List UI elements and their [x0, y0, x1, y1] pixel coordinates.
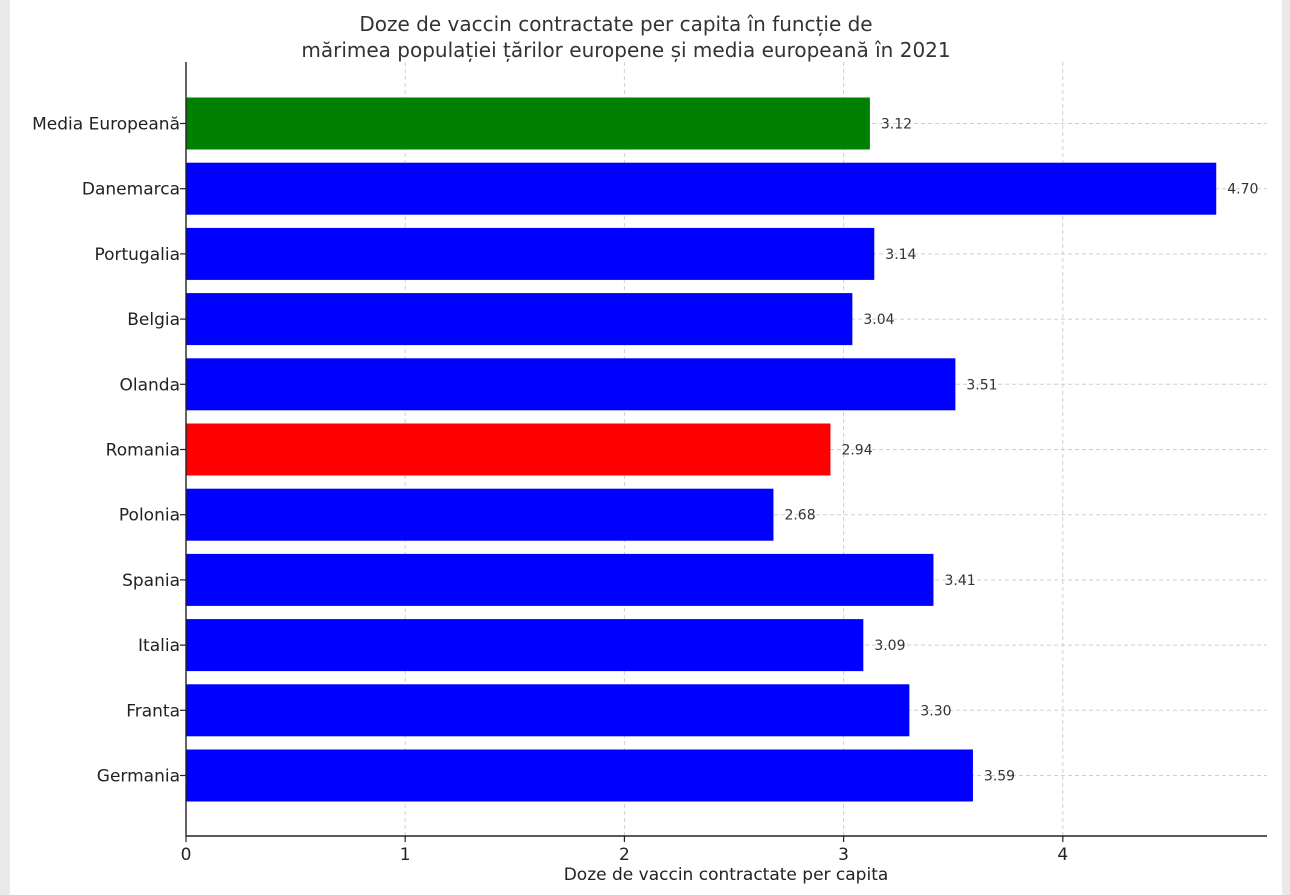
bar	[186, 293, 853, 346]
value-label: 3.41	[944, 573, 975, 589]
bar	[186, 488, 774, 541]
bar	[186, 227, 875, 280]
bars	[186, 97, 1217, 802]
x-tick-label: 2	[619, 845, 630, 865]
chart-title-line-2: mărimea populației țărilor europene și m…	[301, 38, 950, 62]
labels: 0 1 2 3 4 Media Europeană 3.12 Danemarca 4.70 Por…	[32, 115, 1258, 866]
bar	[186, 684, 910, 737]
x-tick-label: 4	[1057, 845, 1068, 865]
category-label: Italia	[138, 636, 180, 656]
category-label: Olanda	[119, 375, 180, 395]
category-label: Portugalia	[94, 245, 180, 265]
x-tick-label: 3	[838, 845, 849, 865]
value-label: 3.51	[966, 377, 997, 393]
bar	[186, 358, 956, 411]
category-label: Romania	[106, 441, 180, 461]
bar	[186, 162, 1217, 215]
value-label: 2.94	[841, 443, 872, 459]
bar	[186, 553, 934, 606]
value-label: 3.59	[984, 769, 1015, 785]
chart-frame: 0 1 2 3 4 Media Europeană 3.12 Danemarca 4.70 Por…	[10, 0, 1282, 895]
x-tick-label: 0	[181, 845, 192, 865]
category-label: Media Europeană	[32, 115, 180, 135]
value-label: 3.12	[881, 117, 912, 133]
bar	[186, 749, 973, 802]
category-label: Belgia	[127, 310, 180, 330]
x-tick-label: 1	[400, 845, 411, 865]
value-label: 2.68	[784, 508, 815, 524]
value-label: 3.04	[863, 312, 894, 328]
bar	[186, 423, 831, 476]
x-axis-label: Doze de vaccin contractate per capita	[564, 865, 889, 885]
bar-chart: 0 1 2 3 4 Media Europeană 3.12 Danemarca 4.70 Por…	[32, 12, 1267, 885]
category-label: Spania	[122, 571, 180, 591]
category-label: Germania	[97, 767, 180, 787]
bar	[186, 619, 864, 672]
category-label: Polonia	[119, 506, 180, 526]
value-label: 4.70	[1227, 182, 1258, 198]
category-label: Danemarca	[82, 180, 180, 200]
value-label: 3.09	[874, 638, 905, 654]
value-label: 3.30	[920, 703, 951, 719]
chart-title-line-1: Doze de vaccin contractate per capita în…	[359, 12, 872, 36]
value-label: 3.14	[885, 247, 916, 263]
bar	[186, 97, 870, 150]
category-label: Franta	[126, 701, 180, 721]
